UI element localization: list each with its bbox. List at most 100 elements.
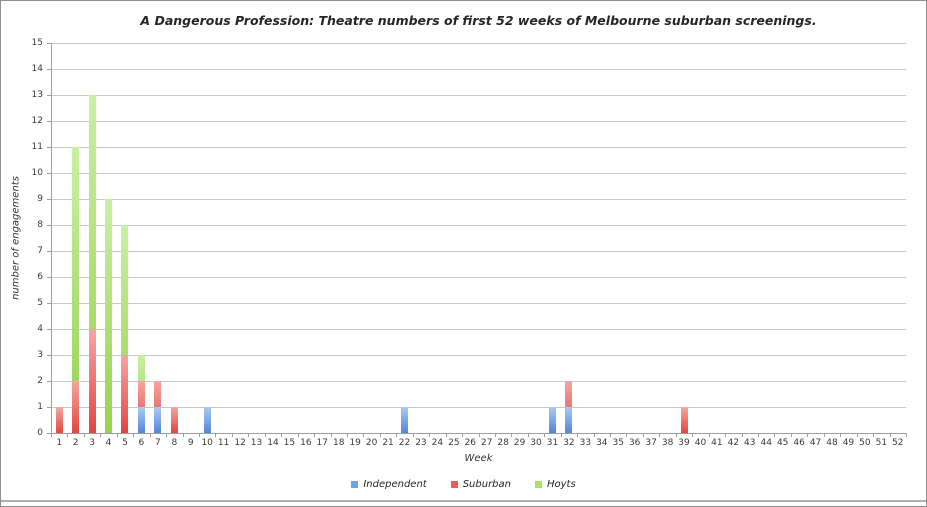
- legend-swatch-icon: [450, 481, 458, 488]
- x-tick-label: 46: [793, 438, 805, 448]
- x-axis-tick: [314, 434, 316, 437]
- legend: Independent Suburban Hoyts: [1, 478, 926, 491]
- x-tick-label: 12: [234, 438, 246, 448]
- x-axis-tick: [429, 434, 431, 437]
- x-tick-label: 36: [628, 438, 641, 448]
- y-axis-tick: [47, 433, 51, 434]
- y-axis-tick: [47, 355, 51, 356]
- bar-independent-week-10: [203, 407, 211, 433]
- y-axis-tick: [47, 381, 51, 382]
- legend-item-suburban: Suburban: [450, 479, 511, 490]
- y-tick-label: 5: [37, 297, 43, 308]
- x-tick-label: 20: [365, 438, 378, 448]
- y-tick-label: 1: [37, 401, 43, 412]
- x-tick-label: 6: [138, 438, 145, 448]
- x-tick-label: 1: [56, 438, 63, 448]
- legend-item-hoyts: Hoyts: [535, 479, 576, 490]
- y-tick-label: 2: [37, 375, 43, 386]
- legend-label: Independent: [363, 479, 427, 490]
- x-tick-label: 9: [187, 438, 194, 448]
- y-tick-label: 14: [31, 63, 43, 74]
- x-axis-tick: [166, 434, 168, 437]
- bar-independent-week-32: [565, 407, 573, 433]
- y-axis-tick: [47, 277, 51, 278]
- x-tick-label: 25: [448, 438, 460, 448]
- x-tick-label: 48: [826, 438, 838, 448]
- x-axis-tick: [462, 434, 464, 437]
- x-axis-tick: [692, 434, 694, 437]
- bar-suburban-week-1: [55, 407, 63, 433]
- x-tick-label: 39: [678, 438, 690, 448]
- x-tick-label: 44: [760, 438, 772, 448]
- x-tick-label: 28: [497, 438, 509, 448]
- x-axis-tick: [889, 434, 891, 437]
- x-tick-label: 40: [694, 438, 707, 448]
- x-axis-tick: [100, 434, 102, 437]
- bar-hoyts-week-4: [105, 199, 113, 433]
- x-tick-label: 14: [267, 438, 279, 448]
- gridline: [51, 121, 906, 122]
- x-tick-label: 19: [349, 438, 361, 448]
- x-tick-label: 5: [122, 438, 128, 448]
- x-tick-label: 7: [154, 438, 161, 448]
- x-tick-label: 17: [316, 438, 328, 448]
- bar-independent-week-6: [137, 407, 145, 433]
- x-tick-label: 29: [513, 438, 526, 448]
- x-axis-tick: [544, 434, 546, 437]
- x-tick-label: 18: [333, 438, 345, 448]
- x-tick-label: 52: [892, 438, 904, 448]
- x-axis-tick: [297, 434, 299, 437]
- legend-swatch-icon: [535, 481, 542, 488]
- x-axis-tick: [412, 434, 414, 437]
- gridline: [51, 407, 906, 408]
- x-tick-label: 15: [283, 438, 296, 448]
- x-axis-tick: [363, 434, 365, 437]
- bar-hoyts-week-3: [88, 95, 96, 433]
- x-tick-label: 2: [72, 438, 79, 448]
- x-axis-tick: [149, 434, 151, 437]
- gridline: [51, 329, 906, 330]
- y-axis-tick: [47, 329, 51, 330]
- x-tick-label: 32: [563, 438, 575, 448]
- x-axis-tick: [626, 434, 628, 437]
- y-tick-label: 9: [37, 193, 43, 204]
- x-tick-label: 35: [612, 438, 624, 448]
- y-tick-label: 4: [37, 323, 43, 334]
- gridline: [51, 69, 906, 70]
- x-tick-label: 13: [250, 438, 263, 448]
- gridline: [51, 225, 906, 226]
- x-axis-tick: [67, 434, 69, 437]
- x-axis-tick: [445, 434, 447, 437]
- x-tick-label: 47: [809, 438, 822, 448]
- y-axis-tick: [47, 199, 51, 200]
- x-axis-tick: [379, 434, 381, 437]
- x-tick-label: 4: [105, 438, 112, 448]
- x-tick-label: 24: [431, 438, 444, 448]
- y-tick-label: 13: [31, 89, 43, 100]
- x-tick-label: 37: [645, 438, 657, 448]
- chart-bottom-border: [1, 500, 926, 502]
- bar-independent-week-7: [154, 407, 162, 433]
- plot-area: [51, 43, 906, 433]
- x-axis-tick: [659, 434, 661, 437]
- gridline: [51, 147, 906, 148]
- y-axis-tick: [47, 147, 51, 148]
- x-tick-label: 21: [382, 438, 394, 448]
- legend-label: Suburban: [462, 479, 511, 490]
- x-axis-tick: [182, 434, 184, 437]
- y-tick-label: 7: [37, 245, 43, 256]
- x-axis-tick: [774, 434, 776, 437]
- x-axis-line: [51, 433, 907, 434]
- bar-suburban-week-2: [72, 381, 80, 433]
- x-axis-tick: [198, 434, 200, 437]
- x-tick-label: 30: [530, 438, 542, 448]
- chart-title: A Dangerous Profession: Theatre numbers …: [140, 13, 817, 28]
- x-tick-label: 26: [464, 438, 476, 448]
- x-tick-label: 8: [171, 438, 178, 448]
- x-tick-label: 23: [415, 438, 427, 448]
- x-axis-tick: [675, 434, 677, 437]
- y-axis-line: [51, 43, 52, 434]
- gridline: [51, 199, 906, 200]
- gridline: [51, 381, 906, 382]
- bar-suburban-week-5: [121, 355, 129, 433]
